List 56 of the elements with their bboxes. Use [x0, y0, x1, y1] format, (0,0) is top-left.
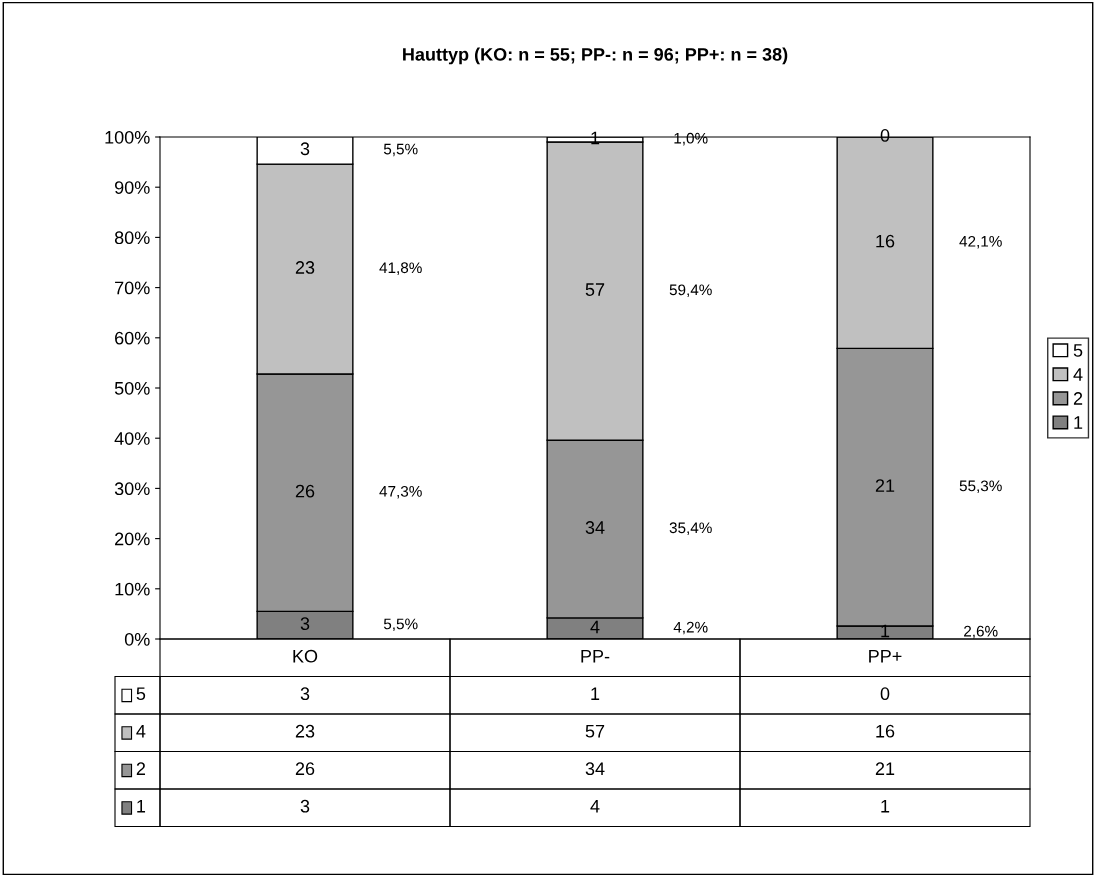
- text: 23: [295, 724, 315, 738]
- annotation: 2,6%: [964, 625, 998, 639]
- y-tick-label: 60%: [115, 331, 150, 345]
- annotation: 3: [300, 142, 310, 156]
- y-tick-label: 30%: [114, 482, 150, 496]
- text: 3: [300, 687, 310, 701]
- annotation: 21: [875, 479, 895, 492]
- y-tick-label: 20%: [115, 532, 150, 546]
- annotation: 47,3%: [379, 485, 422, 499]
- x-tick-label: PP-: [581, 650, 610, 663]
- annotation: 4,2%: [673, 621, 708, 635]
- text: 4: [136, 725, 146, 738]
- annotation: 41,8%: [379, 262, 422, 275]
- legend-label: 1: [137, 800, 146, 813]
- y-tick-label: 40%: [114, 432, 150, 445]
- annotation: 5,5%: [383, 618, 418, 632]
- chart-title: Hauttyp (KO: n = 55; PP-: n = 96; PP+: n = 38): [403, 47, 788, 65]
- text: 16: [876, 724, 895, 738]
- text: 4: [590, 800, 600, 813]
- text: 21: [875, 762, 895, 775]
- annotation: 4: [590, 620, 600, 634]
- annotation: 34: [585, 521, 605, 534]
- annotation: 42,1%: [959, 235, 1002, 249]
- text: 3: [300, 799, 310, 813]
- text: 0: [880, 687, 890, 701]
- text: 57: [585, 725, 605, 738]
- y-tick-label: 90%: [114, 181, 150, 194]
- legend-label: 4: [1073, 368, 1083, 381]
- annotation: 3: [300, 617, 310, 631]
- y-tick-label: 10%: [115, 582, 150, 596]
- y-tick-label: 50%: [114, 381, 150, 395]
- text: 2: [136, 762, 146, 775]
- legend-label: 2: [1073, 392, 1083, 405]
- annotation: 55,3%: [959, 480, 1002, 494]
- text: 1: [591, 687, 600, 700]
- annotation: 35,4%: [669, 522, 712, 535]
- y-tick-label: 100%: [105, 130, 150, 144]
- annotation: 1,0%: [674, 132, 708, 146]
- x-tick-label: PP+: [869, 650, 902, 663]
- text: 26: [295, 762, 315, 776]
- annotation: 5,5%: [383, 143, 418, 157]
- legend-label: 5: [1073, 344, 1083, 357]
- text: 1: [1074, 416, 1083, 429]
- annotation: 1: [881, 624, 890, 638]
- y-tick-label: 70%: [115, 281, 150, 295]
- annotation: 26: [295, 484, 315, 498]
- annotation: 16: [876, 234, 895, 248]
- y-tick-label: 80%: [114, 231, 150, 245]
- text: 5: [136, 687, 146, 701]
- annotation: 23: [295, 261, 315, 274]
- x-tick-label: KO: [293, 649, 318, 663]
- text: 1: [881, 800, 890, 813]
- annotation: 57: [585, 283, 605, 296]
- annotation: 59,4%: [669, 284, 712, 298]
- text: 34: [585, 762, 605, 776]
- y-tick-label: 0%: [124, 632, 150, 646]
